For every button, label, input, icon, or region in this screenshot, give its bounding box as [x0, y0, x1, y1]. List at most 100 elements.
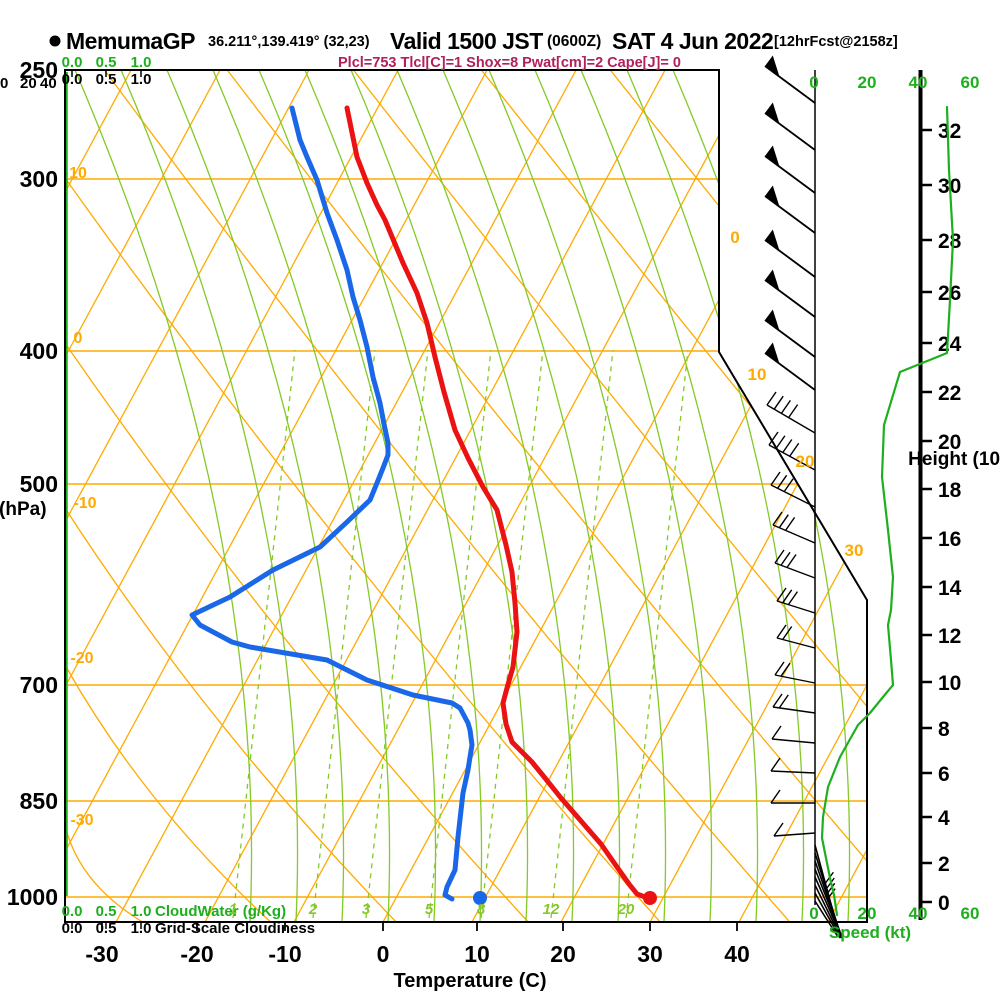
pressure-tick-label: 700	[20, 672, 58, 698]
moist-adiabat-line	[350, 70, 529, 922]
isotherm-line	[471, 70, 867, 922]
cloudwater-scale-bottom-label: 0.5	[96, 903, 117, 920]
cloudiness-scale-top-label: 0.0	[62, 71, 83, 88]
wind-barb-feathered	[768, 431, 816, 471]
isotherm-line	[649, 70, 867, 922]
wind-barb-feathered	[774, 661, 816, 684]
dry-adiabat-line	[65, 70, 867, 922]
wind-barb-feather	[768, 431, 779, 446]
mixing-ratio-label: 12	[543, 901, 560, 918]
wind-barb-feathered	[766, 391, 816, 434]
isotherm-line	[65, 70, 310, 922]
pressure-tick-label: 850	[20, 788, 58, 814]
moist-adiabat-line	[120, 70, 299, 922]
wind-barb-feather	[770, 471, 781, 486]
dry-adiabat-line	[65, 664, 272, 922]
speed-scale-bottom-label: 40	[909, 904, 928, 923]
moist-adiabat-line	[258, 70, 437, 922]
wind-barb-staff	[766, 404, 816, 434]
wind-barb-flag	[765, 229, 780, 251]
height-tick-label: 18	[938, 479, 962, 502]
wind-barb-feather	[789, 442, 800, 457]
wind-barb-feathered	[772, 511, 816, 544]
moist-adiabat-line	[488, 70, 667, 922]
wind-barb-flag	[765, 342, 780, 364]
speed-scale-bottom-label: 20	[858, 904, 877, 923]
wind-barb-feather	[771, 725, 782, 740]
height-tick-label: 22	[938, 382, 961, 405]
isotherm-line	[65, 70, 488, 922]
temperature-curve	[344, 105, 648, 900]
wind-barb-feathered	[773, 822, 816, 837]
temperature-tick-label: 30	[637, 941, 663, 967]
wind-speed-curve	[820, 105, 955, 917]
title-bullet	[49, 35, 61, 47]
wind-barb-feathered	[772, 693, 816, 714]
chart-label: 0	[0, 75, 8, 92]
wind-barb-flag	[765, 185, 780, 207]
temperature-tick-label: 40	[724, 941, 750, 967]
stability-indices: Plcl=753 Tlcl[C]=1 Shox=8 Pwat[cm]=2 Cap…	[338, 55, 681, 71]
wind-barb-feather	[774, 549, 785, 564]
dry-adiabat-label: 10	[69, 165, 87, 182]
height-tick-label: 2	[938, 853, 950, 876]
dry-adiabat-line	[65, 70, 867, 922]
wind-barb-feathered	[770, 471, 816, 508]
wind-barb-feather	[770, 757, 781, 772]
chart-label: 40	[40, 75, 57, 92]
moist-adiabat-line	[580, 70, 759, 922]
speed-scale-bottom-label: 60	[961, 904, 980, 923]
isotherm-label: 30	[845, 541, 864, 560]
wind-barb-staff	[771, 738, 816, 744]
wind-barb-feather	[772, 511, 783, 526]
wind-barb-cluster	[814, 876, 843, 939]
dry-adiabat-label: -10	[73, 495, 96, 512]
height-tick-label: 20	[938, 431, 961, 454]
isotherm-label: 20	[796, 452, 815, 471]
wind-barb-feathered	[771, 725, 816, 744]
mixing-ratio-line	[232, 349, 296, 919]
valid-time: Valid 1500 JST	[390, 28, 543, 54]
height-tick-label: 28	[938, 230, 962, 253]
mixing-ratio-label: 3	[362, 901, 371, 918]
wind-barb-feather	[782, 439, 793, 453]
background-grid	[65, 70, 867, 922]
wind-barb-feathered	[770, 757, 816, 774]
cloudiness-scale-top-label: 1.0	[131, 71, 152, 88]
wind-barb-pennant	[764, 269, 816, 318]
wind-barb-staff	[772, 524, 816, 544]
dry-adiabat-line	[65, 70, 867, 922]
wind-barb-feather	[782, 589, 793, 604]
mixing-ratio-line	[625, 349, 689, 919]
wind-barb-feather	[782, 626, 793, 640]
temperature-tick-label: 20	[550, 941, 576, 967]
isotherm-line	[65, 70, 221, 922]
wind-barb-staff	[773, 832, 816, 837]
wind-barb-feather	[772, 693, 783, 708]
wind-barb-feather	[778, 514, 789, 529]
cloudiness-legend: Grid-Scale Cloudiness	[155, 920, 315, 937]
wind-barb-feather	[776, 624, 787, 639]
pressure-tick-label: 400	[20, 338, 58, 364]
station-name: MemumaGP	[66, 28, 195, 54]
mixing-ratio-label: 20	[617, 901, 635, 918]
isotherm-line	[65, 70, 399, 922]
isotherm-line	[115, 70, 577, 922]
mixing-ratio-label: 8	[477, 901, 486, 918]
isotherm-line	[560, 70, 867, 922]
moist-adiabat-line	[166, 70, 345, 922]
dry-adiabat-line	[65, 507, 397, 922]
wind-barb-staff	[814, 884, 842, 939]
wind-barb-pennant	[764, 342, 816, 391]
height-axis-title: Height (1000 Feet)	[908, 449, 1000, 470]
wind-barb-feather	[777, 474, 788, 489]
isotherm-line	[827, 70, 867, 922]
mixing-ratio-label: 1	[229, 901, 237, 918]
wind-barb-feather	[780, 400, 791, 414]
wind-barb-pennant	[764, 185, 816, 234]
plot-frame	[64, 69, 868, 923]
wind-barb-staff	[814, 876, 843, 939]
moist-adiabat-line	[396, 70, 575, 922]
wind-barb-feather	[826, 882, 836, 895]
